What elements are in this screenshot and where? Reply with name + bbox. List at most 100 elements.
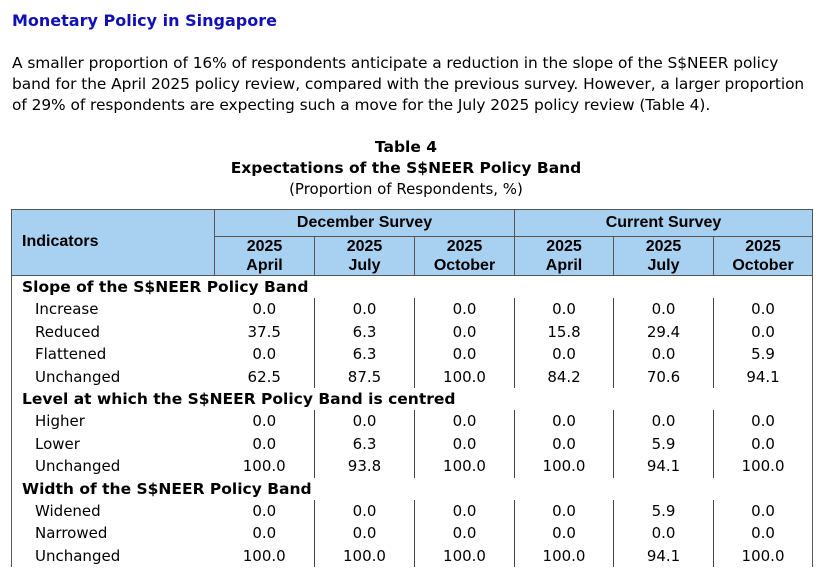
value-cell: 0.0 (413, 343, 515, 366)
table-row: Unchanged 100.0 100.0 100.0 100.0 94.1 100.0 (12, 544, 813, 567)
value-cell: 0.0 (314, 499, 415, 522)
row-label: Widened (35, 501, 101, 520)
section-heading: Monetary Policy in Singapore (12, 11, 277, 30)
section-row: Slope of the S$NEER Policy Band (12, 276, 813, 299)
value-cell: 0.0 (413, 410, 515, 433)
value-cell: 84.2 (514, 365, 614, 388)
value-cell: 0.0 (252, 434, 277, 453)
value-cell: 0.0 (252, 412, 277, 431)
value-cell: 100.0 (713, 544, 813, 567)
column-month: July (348, 257, 381, 274)
table-row: Lower 0.0 6.3 0.0 0.0 5.9 0.0 (12, 432, 813, 455)
value-cell: 93.8 (314, 455, 415, 478)
value-cell: 0.0 (413, 298, 515, 321)
value-cell: 100.0 (413, 544, 515, 567)
expectations-table: Indicators December Survey Current Surve… (11, 209, 814, 567)
row-label: Unchanged (35, 457, 121, 476)
section-row: Level at which the S$NEER Policy Band is… (12, 388, 813, 410)
table-row: Unchanged 100.0 93.8 100.0 100.0 94.1 100.0 (12, 455, 813, 478)
value-cell: 0.0 (314, 522, 415, 545)
row-label: Unchanged (35, 546, 121, 565)
table-row: Higher 0.0 0.0 0.0 0.0 0.0 0.0 (12, 410, 813, 433)
value-cell: 0.0 (413, 432, 515, 455)
value-cell: 0.0 (713, 410, 813, 433)
value-cell: 100.0 (713, 455, 813, 478)
value-cell: 0.0 (613, 298, 714, 321)
value-cell: 0.0 (252, 524, 277, 543)
value-cell: 94.1 (613, 544, 714, 567)
value-cell: 0.0 (713, 432, 813, 455)
value-cell: 0.0 (252, 345, 277, 364)
column-year: 2025 (446, 238, 483, 255)
column-header: 2025 July (314, 236, 415, 276)
column-year: 2025 (346, 238, 383, 255)
section-row: Width of the S$NEER Policy Band (12, 478, 813, 500)
value-cell: 87.5 (314, 365, 415, 388)
section-title: Level at which the S$NEER Policy Band is… (22, 390, 456, 408)
value-cell: 0.0 (514, 343, 614, 366)
value-cell: 0.0 (713, 499, 813, 522)
column-year: 2025 (246, 238, 283, 255)
row-label: Increase (35, 300, 99, 319)
value-cell: 0.0 (514, 499, 614, 522)
column-month: April (545, 257, 583, 274)
section-title: Width of the S$NEER Policy Band (22, 479, 312, 498)
section-title: Slope of the S$NEER Policy Band (22, 278, 309, 296)
value-cell: 6.3 (314, 320, 415, 343)
value-cell: 0.0 (713, 298, 813, 321)
value-cell: 100.0 (413, 455, 515, 478)
table-row: Flattened 0.0 6.3 0.0 0.0 0.0 5.9 (12, 343, 813, 366)
value-cell: 0.0 (413, 499, 515, 522)
survey-header-december: December Survey (213, 209, 516, 237)
column-year: 2025 (546, 238, 582, 255)
value-cell: 94.1 (613, 455, 714, 478)
table-number: Table 4 (374, 138, 438, 156)
column-year: 2025 (745, 238, 781, 255)
value-cell: 5.9 (613, 432, 714, 455)
table-row: Unchanged 62.5 87.5 100.0 84.2 70.6 94.1 (12, 365, 813, 388)
table-header: Indicators December Survey Current Surve… (11, 209, 814, 276)
table-row: Reduced 37.5 6.3 0.0 15.8 29.4 0.0 (12, 320, 813, 343)
column-month: July (647, 257, 680, 274)
value-cell: 5.9 (713, 343, 813, 366)
value-cell: 100.0 (314, 544, 415, 567)
value-cell: 100.0 (242, 457, 286, 476)
row-label: Higher (35, 412, 85, 431)
value-cell: 0.0 (514, 432, 614, 455)
value-cell: 94.1 (713, 365, 813, 388)
summary-paragraph: A smaller proportion of 16% of responden… (12, 54, 805, 114)
value-cell: 0.0 (613, 522, 714, 545)
table-subtitle: (Proportion of Respondents, %) (289, 180, 523, 198)
value-cell: 0.0 (514, 522, 614, 545)
value-cell: 100.0 (514, 544, 614, 567)
column-header: 2025 October (413, 236, 515, 276)
column-header: 2025 April (214, 236, 315, 276)
column-month: October (433, 257, 496, 274)
value-cell: 6.3 (314, 432, 415, 455)
survey-header-current: Current Survey (514, 209, 814, 237)
value-cell: 15.8 (514, 320, 614, 343)
value-cell: 0.0 (314, 298, 415, 321)
value-cell: 100.0 (242, 546, 286, 565)
row-label: Reduced (35, 322, 101, 341)
table-row: Narrowed 0.0 0.0 0.0 0.0 0.0 0.0 (12, 522, 813, 545)
table-row: Increase 0.0 0.0 0.0 0.0 0.0 0.0 (12, 298, 813, 321)
value-cell: 100.0 (514, 455, 614, 478)
column-month: April (246, 257, 283, 274)
value-cell: 0.0 (413, 320, 515, 343)
value-cell: 6.3 (314, 343, 415, 366)
value-cell: 0.0 (514, 410, 614, 433)
column-year: 2025 (645, 238, 682, 255)
value-cell: 37.5 (247, 322, 281, 341)
column-header: 2025 July (613, 236, 714, 276)
value-cell: 5.9 (613, 499, 714, 522)
value-cell: 0.0 (252, 300, 277, 319)
value-cell: 0.0 (252, 501, 277, 520)
row-label: Unchanged (35, 367, 121, 386)
value-cell: 0.0 (514, 298, 614, 321)
value-cell: 0.0 (314, 410, 415, 433)
value-cell: 62.5 (247, 367, 281, 386)
row-label: Narrowed (35, 524, 108, 543)
value-cell: 100.0 (413, 365, 515, 388)
table-title: Expectations of the S$NEER Policy Band (230, 159, 582, 177)
